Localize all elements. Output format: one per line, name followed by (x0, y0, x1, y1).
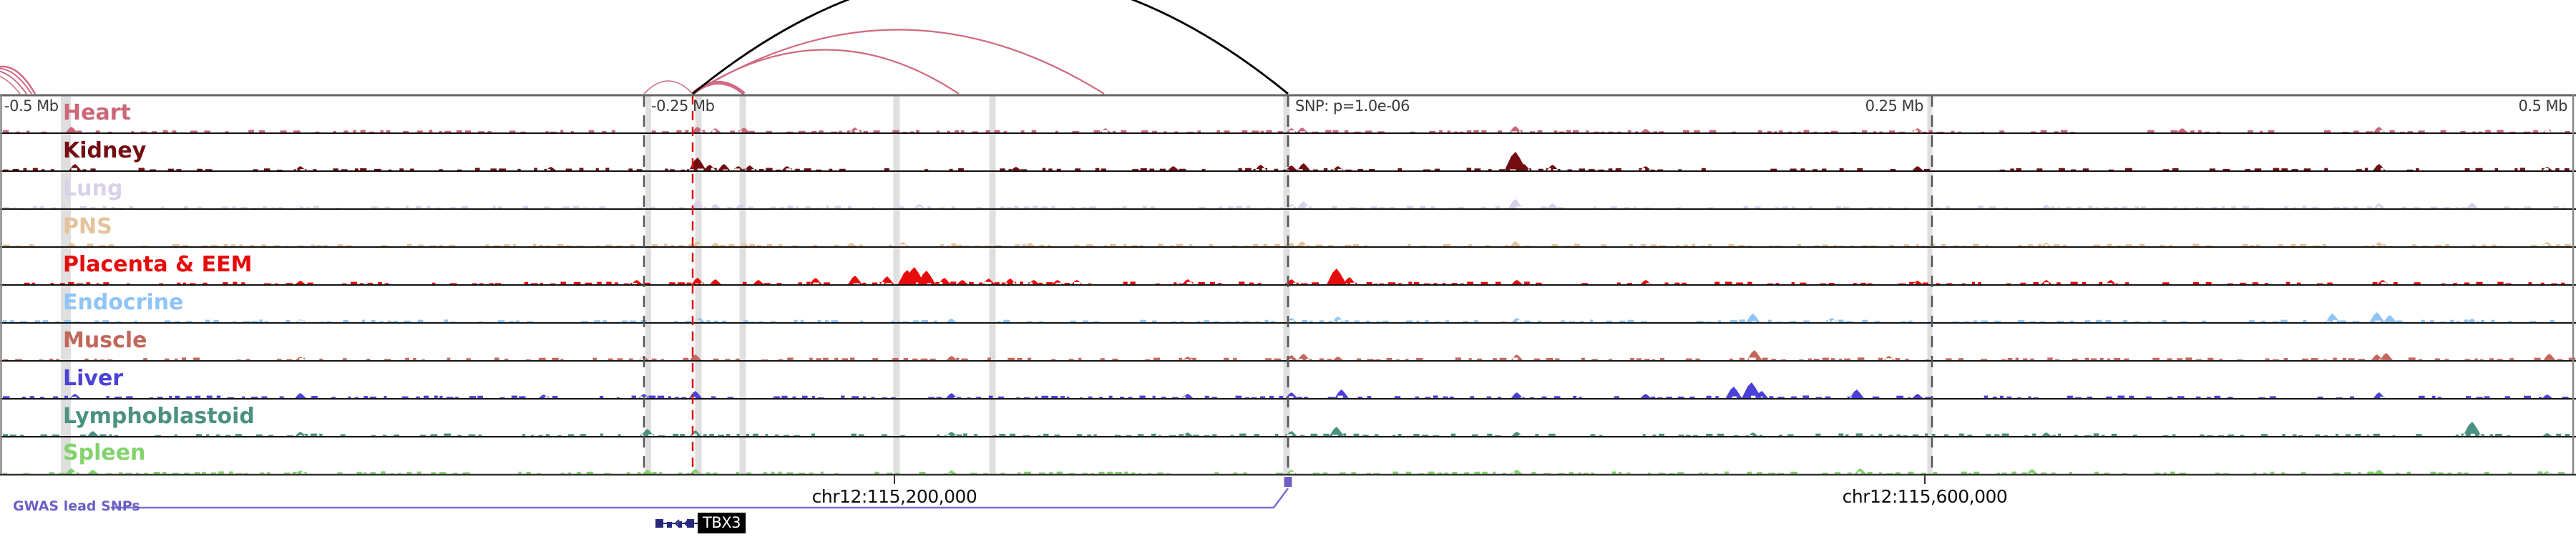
track-signal-endocrine (2, 312, 2555, 322)
gwas-lead-snps-label[interactable]: GWAS lead SNPs (13, 498, 140, 514)
gene-label-tbx3[interactable]: TBX3 (698, 513, 746, 533)
ruler-label-pos025: 0.25 Mb (1865, 97, 1924, 115)
track-label-pns[interactable]: PNS (63, 214, 112, 239)
track-label-lymphoblastoid[interactable]: Lymphoblastoid (63, 404, 255, 429)
ruler-label-snp: SNP: p=1.0e-06 (1295, 97, 1410, 115)
gene-exon (655, 519, 663, 528)
coordinate-label-right: chr12:115,600,000 (1842, 486, 2008, 507)
gwas-callout-line (111, 488, 1289, 509)
track-label-spleen[interactable]: Spleen (63, 440, 146, 465)
interaction-arc (0, 65, 36, 95)
track-signal-heart (3, 126, 2570, 132)
gene-strand-arrow (674, 519, 680, 528)
gene-exon (678, 521, 682, 528)
track-signal-placenta-eem (24, 267, 2565, 284)
track-label-placenta-eem[interactable]: Placenta & EEM (63, 252, 253, 277)
track-signal-pns (3, 241, 2571, 246)
ruler-label-neg025: -0.25 Mb (651, 97, 715, 115)
track-label-lung[interactable]: Lung (63, 176, 123, 201)
interaction-arc (692, 29, 1105, 95)
interaction-arc (0, 67, 32, 95)
gene-exon (667, 522, 672, 528)
ruler-label-pos05: 0.5 Mb (2518, 97, 2567, 115)
gwas-snp-marker[interactable] (1284, 477, 1292, 487)
track-label-heart[interactable]: Heart (63, 100, 131, 125)
gene-exon (687, 519, 694, 528)
ruler-label-neg05: -0.5 Mb (4, 97, 59, 115)
interaction-arc (0, 70, 27, 95)
interaction-arc (643, 80, 693, 95)
track-label-muscle[interactable]: Muscle (63, 328, 147, 353)
track-signal-muscle (3, 350, 2576, 360)
gene-strand-arrow (683, 519, 689, 528)
track-label-kidney[interactable]: Kidney (63, 138, 147, 163)
coordinate-label-left: chr12:115,200,000 (811, 486, 977, 507)
track-label-endocrine[interactable]: Endocrine (63, 290, 184, 315)
track-label-liver[interactable]: Liver (63, 366, 124, 391)
track-signal-liver (3, 382, 2569, 398)
interaction-arc-snp (692, 0, 1289, 95)
track-signal-lymphoblastoid (3, 422, 2570, 436)
interaction-arc (0, 75, 21, 95)
